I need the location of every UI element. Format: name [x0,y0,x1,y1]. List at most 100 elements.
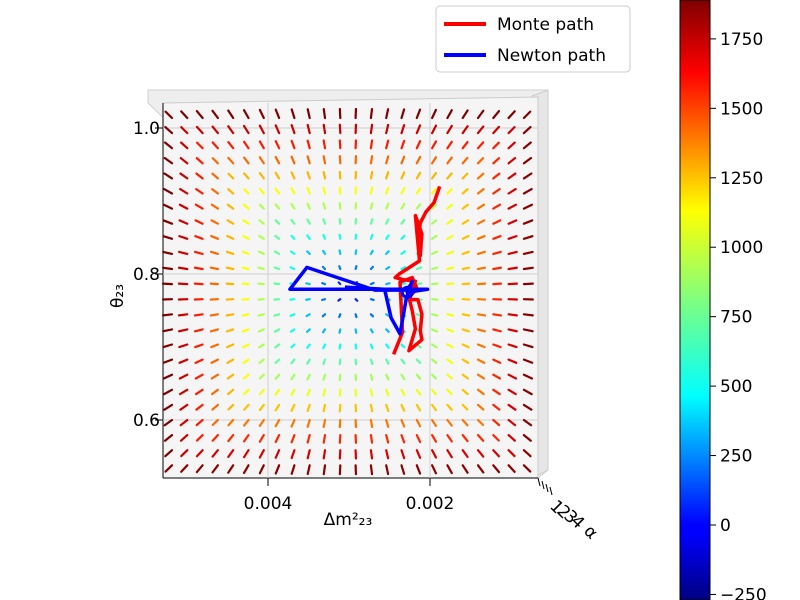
quiver-arrow [258,172,265,180]
quiver-arrow [210,343,219,349]
quiver-arrow [209,313,219,317]
quiver-arrow [306,139,311,150]
quiver-arrow [461,250,470,255]
quiver-arrow [507,141,516,150]
quiver-arrow [446,250,454,255]
quiver-arrow [446,109,453,120]
quiver-arrow [385,373,390,381]
quiver-arrow [274,403,281,412]
quiver-arrow [306,186,311,195]
quiver-arrow [461,313,471,317]
quiver-arrow [163,187,174,195]
quiver-arrow [522,187,533,195]
quiver-arrow [385,171,390,180]
quiver-arrow [400,282,407,286]
quiver-arrow [385,123,390,135]
quiver-arrow [385,155,390,165]
quiver-arrow [507,188,517,195]
quiver-arrow [369,464,374,476]
quiver-arrow [178,328,189,333]
quiver-arrow [306,108,311,120]
quiver-arrow [461,464,469,474]
legend: Monte path Newton path [435,5,631,73]
quiver-arrow [306,358,311,365]
quiver-arrow [461,449,469,459]
quiver-arrow [241,282,250,286]
quiver-arrow [338,343,342,350]
quiver-arrow [258,203,265,210]
quiver-arrow [306,250,311,255]
quiver-arrow [290,418,296,428]
quiver-arrow [241,328,250,333]
quiver-arrow [193,313,204,317]
quiver-arrow [211,418,219,427]
x-axis-label: Δm²₂₃ [324,510,373,530]
quiver-arrow [446,172,453,180]
quiver-arrow [385,186,390,195]
quiver-arrow [507,110,516,120]
quiver-arrow [507,266,518,271]
quiver-arrow [338,358,342,366]
quiver-arrow [226,373,235,380]
quiver-arrow [193,250,204,255]
quiver-arrow [242,234,250,240]
quiver-arrow [243,403,250,411]
quiver-arrow [338,233,342,240]
quiver-arrow [476,250,486,255]
quiver-arrow [461,203,470,210]
quiver-arrow [289,313,296,317]
quiver-arrow [385,358,390,365]
quiver-arrow [369,298,375,302]
quiver-arrow [306,464,311,476]
quiver-arrow [274,449,281,459]
quiver-arrow [227,141,235,150]
quiver-arrow [225,250,235,255]
quiver-arrow [446,358,454,365]
grid-lines [163,103,538,478]
quiver-arrow [258,108,265,120]
quiver-arrow [321,265,327,271]
quiver-arrow [522,203,534,210]
quiver-arrow [446,156,453,165]
quiver-arrow [241,250,250,255]
quiver-arrow [446,188,453,195]
x-tick-label: 0.004 [244,494,293,514]
quiver-arrow [507,464,516,473]
quiver-arrow [492,358,502,364]
quiver-arrow [461,156,469,165]
quiver-arrow [476,388,485,396]
quiver-arrow [306,449,311,460]
quiver-arrow [290,449,296,460]
quiver-arrow [385,403,390,413]
quiver-arrow [446,140,453,150]
quiver-arrow [177,313,189,317]
quiver-arrow [431,313,439,317]
quiver-arrow [180,449,189,458]
quiver-arrow [431,187,438,195]
quiver-arrow [227,125,235,135]
quiver-arrow [492,250,502,255]
quiver-arrow [461,434,469,443]
quiver-arrow [305,328,311,333]
quiver-arrow [226,234,235,240]
quiver-arrow [162,235,174,240]
quiver-arrow [507,126,516,135]
quiver-arrow [162,343,174,349]
quiver-arrow [211,449,219,458]
quiver-arrow [227,418,235,427]
quiver-arrow [305,313,311,318]
quiver-arrow [338,217,342,225]
quiver-arrow [446,203,453,210]
quiver-arrow [211,434,219,442]
quiver-arrow [431,403,438,412]
colorbar [679,0,711,600]
quiver-arrow [179,156,189,165]
quiver-arrow [338,249,342,255]
quiver-arrow [507,156,517,165]
quiver-arrow [446,449,453,459]
quiver-arrow [164,464,174,473]
quiver-arrow [476,328,486,333]
quiver-arrow [162,358,174,364]
quiver-arrow [338,388,342,397]
quiver-arrow [400,187,406,195]
